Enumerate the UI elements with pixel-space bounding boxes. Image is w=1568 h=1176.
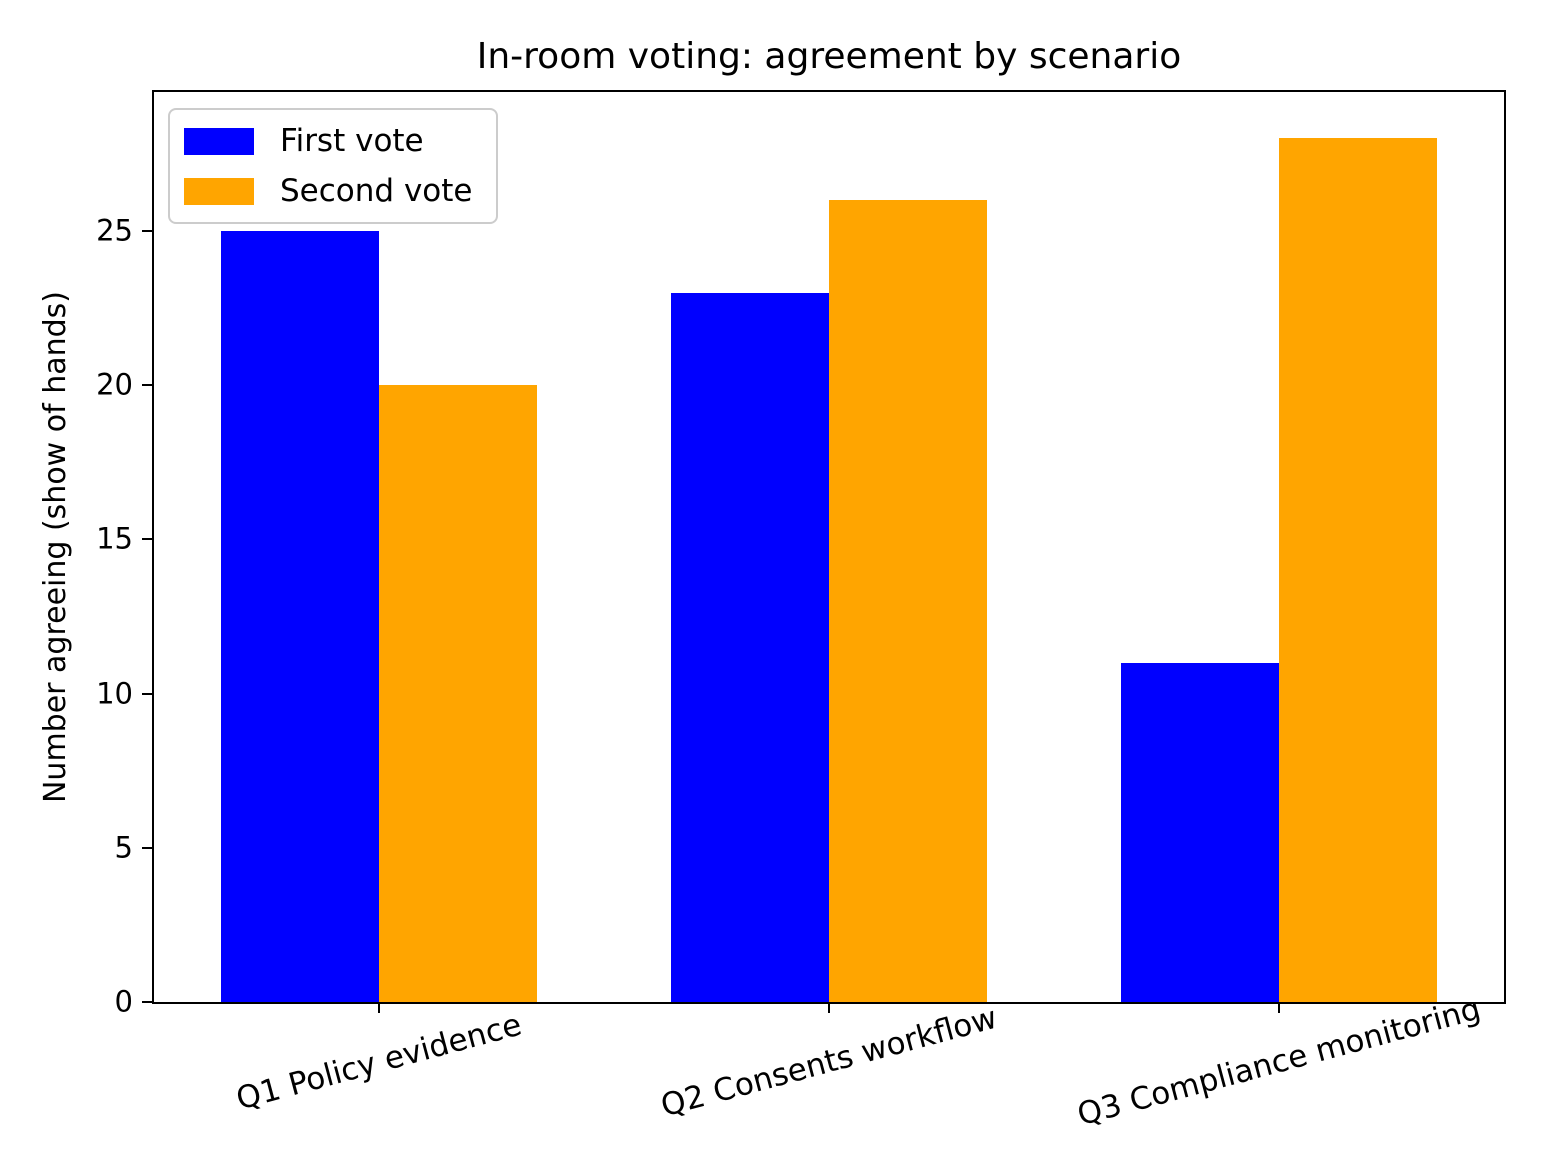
legend-label: Second vote <box>280 173 473 210</box>
bar <box>379 385 537 1002</box>
legend: First vote Second vote <box>168 108 499 225</box>
y-tick-mark <box>142 538 152 541</box>
plot-area: First vote Second vote 0 5 10 15 20 25 Q1 Polic… <box>96 90 1506 1133</box>
y-tick-label: 10 <box>96 676 133 711</box>
bar <box>671 292 829 1002</box>
legend-row: First vote <box>184 124 472 158</box>
y-tick-label: 0 <box>114 984 133 1019</box>
legend-label: First vote <box>280 123 424 159</box>
y-tick-mark <box>142 384 152 387</box>
legend-row: Second vote <box>184 174 472 208</box>
y-tick-mark <box>142 692 152 695</box>
y-tick-mark <box>142 229 152 232</box>
y-tick-label: 5 <box>114 830 133 865</box>
bar <box>1121 662 1279 1002</box>
x-tick-mark <box>1278 1004 1280 1013</box>
chart-title: In-room voting: agreement by scenario <box>476 36 1182 77</box>
y-tick-label: 25 <box>96 213 133 248</box>
y-tick-mark <box>142 1001 152 1003</box>
bar <box>1279 138 1437 1002</box>
y-tick-mark <box>142 846 152 849</box>
y-tick-label: 15 <box>96 521 133 556</box>
bar <box>829 199 987 1002</box>
x-tick-mark <box>377 1004 380 1013</box>
bar <box>221 230 379 1002</box>
x-tick-mark <box>828 1004 830 1013</box>
legend-swatch <box>184 177 254 205</box>
y-axis-label: Number agreeing (show of hands) <box>38 291 73 804</box>
y-tick-label: 20 <box>96 367 133 402</box>
legend-swatch <box>184 127 254 155</box>
